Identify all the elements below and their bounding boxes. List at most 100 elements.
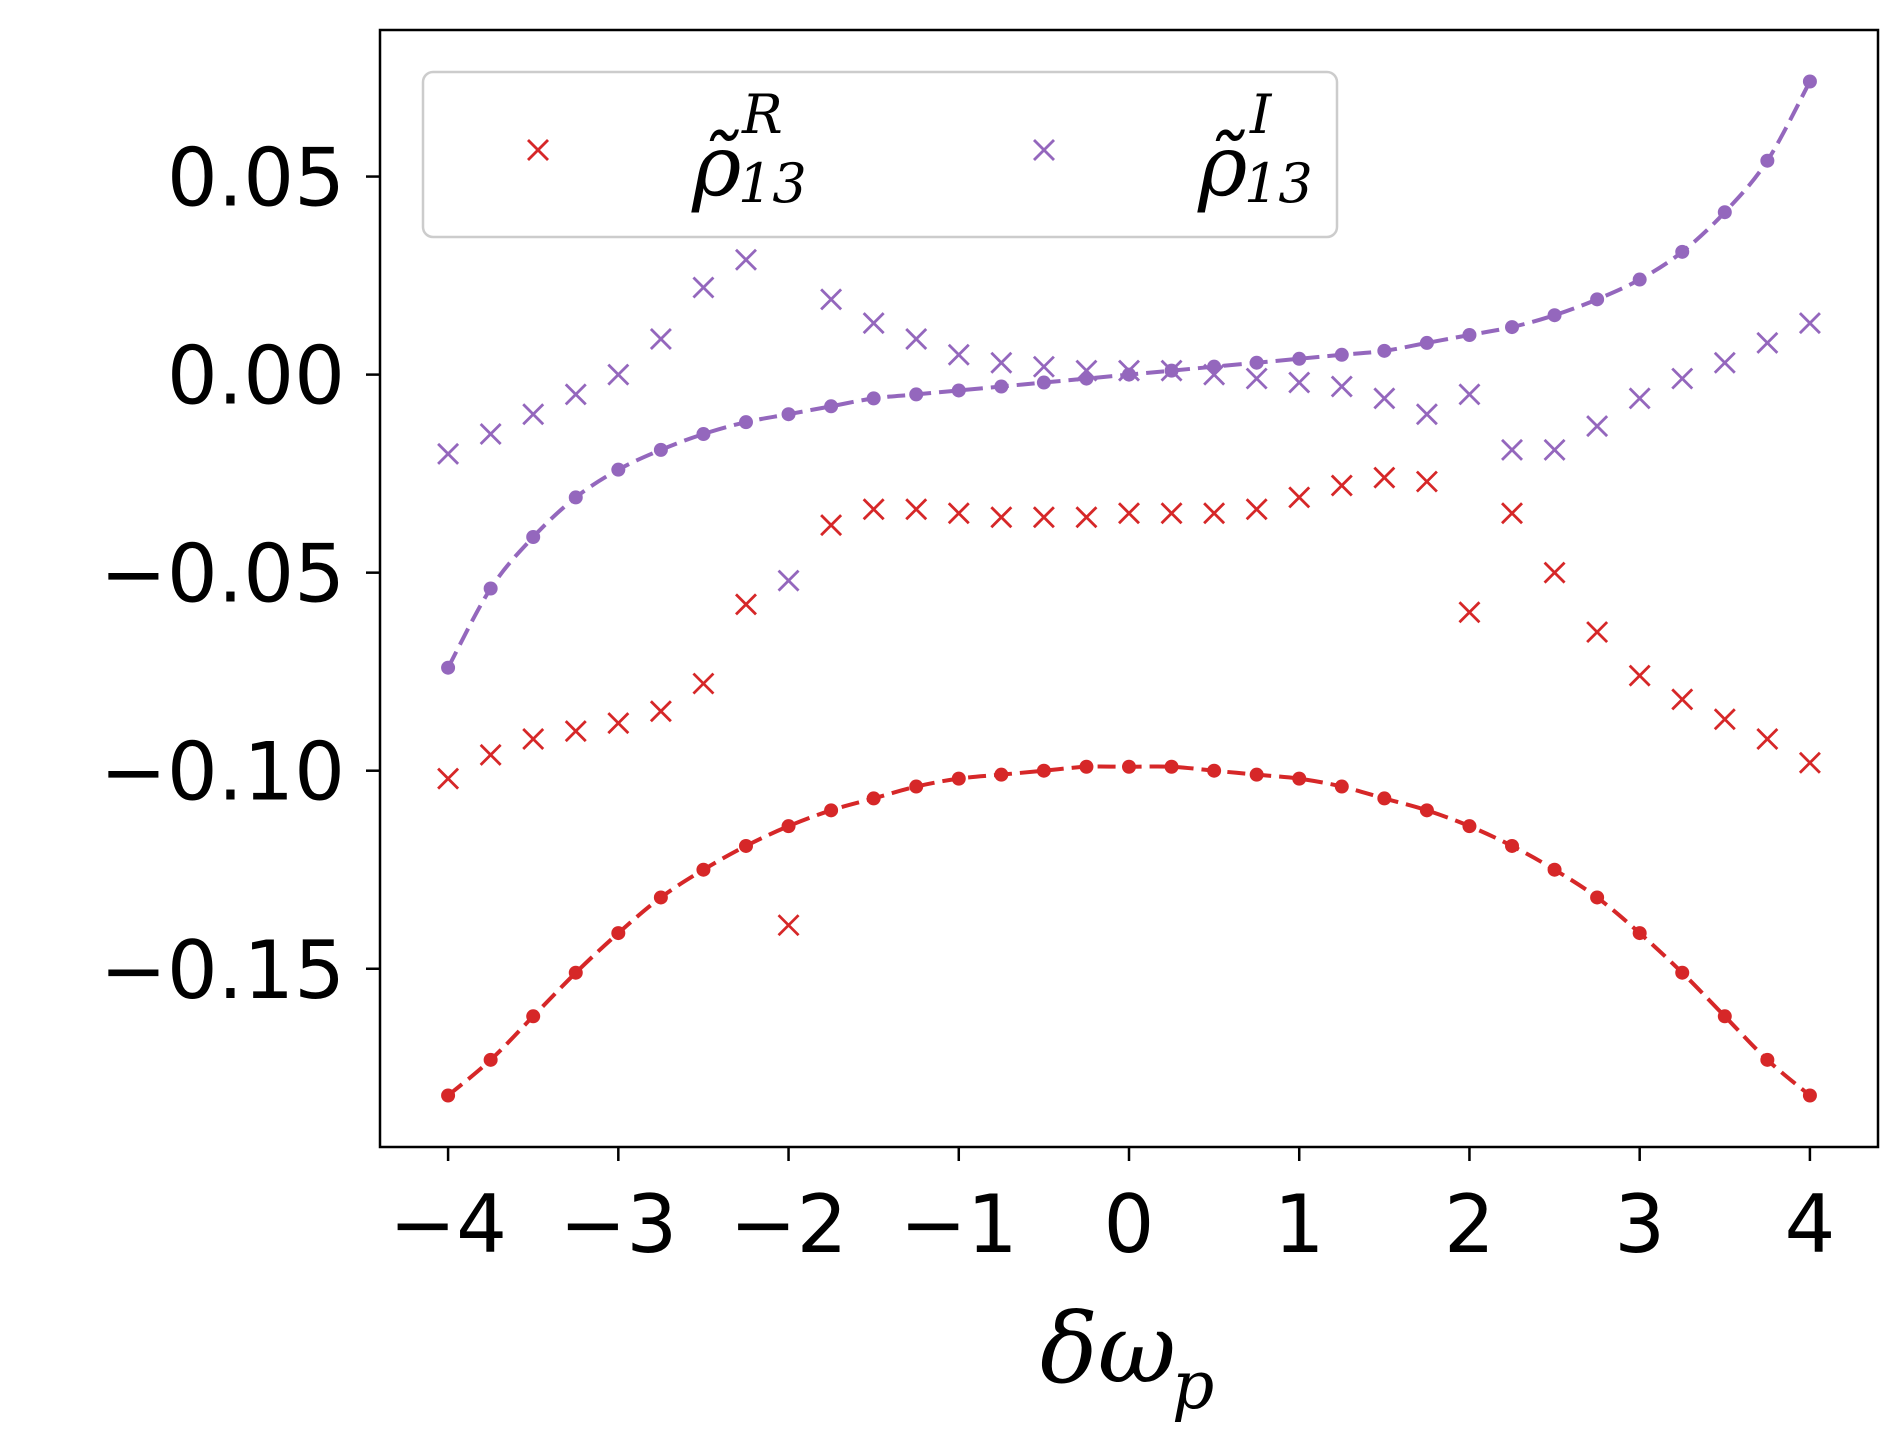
legend: ρ̃ 13 R ρ̃ 13 I [421, 70, 1339, 239]
x-marker-stroke-b [437, 442, 460, 465]
data-point-rho13_R_curve [611, 926, 626, 941]
x-marker-stroke-b [905, 498, 928, 521]
y-tick-label: 0.00 [167, 330, 345, 423]
markers-layer [437, 248, 1821, 937]
data-point-rho13_R_markers [1118, 502, 1140, 525]
data-point-rho13_R_markers [905, 498, 928, 521]
x-axis-ticks: −4 −3 −2 −1 0 1 2 3 4 [389, 1147, 1835, 1271]
x-tick-label: 3 [1614, 1178, 1665, 1271]
data-point-rho13_R_markers [1373, 466, 1396, 489]
data-point-rho13_R_curve [1122, 759, 1136, 774]
data-point-rho13_R_markers [1713, 708, 1736, 731]
x-marker-stroke-b [1075, 506, 1098, 529]
data-point-rho13_R_markers [1032, 506, 1055, 529]
data-point-rho13_R_curve [824, 803, 839, 818]
data-point-rho13_R_markers [479, 743, 502, 766]
x-marker-stroke-b [1245, 367, 1268, 390]
data-point-rho13_R_curve [1292, 771, 1307, 786]
data-point-rho13_I_curve [1462, 327, 1477, 342]
x-marker-stroke-b [1501, 438, 1524, 461]
x-marker-stroke-b [1373, 466, 1396, 489]
x-marker-stroke-b [564, 383, 587, 406]
x-marker-stroke-b [905, 327, 928, 350]
data-point-rho13_I_curve [696, 427, 711, 442]
x-marker-stroke-b [1373, 387, 1396, 410]
x-marker-stroke-b [1798, 312, 1821, 335]
data-point-rho13_I_markers [1288, 371, 1311, 394]
x-axis-label-main: δω [1040, 1293, 1176, 1405]
data-point-rho13_I_curve [1760, 153, 1775, 168]
data-point-rho13_I_curve [824, 399, 839, 414]
x-marker-stroke-b [1288, 371, 1311, 394]
data-point-rho13_I_curve [994, 379, 1009, 394]
y-tick-label: 0.05 [167, 132, 345, 225]
x-marker-stroke-b [1671, 367, 1694, 390]
data-point-rho13_I_curve [1590, 292, 1605, 307]
data-point-rho13_R_markers [1288, 486, 1311, 509]
data-point-rho13_R_curve [1547, 862, 1562, 877]
y-axis-ticks: 0.05 0.00 −0.05 −0.10 −0.15 [100, 132, 380, 1017]
data-point-rho13_R_curve [866, 791, 881, 806]
data-point-rho13_I_markers [777, 569, 800, 592]
x-marker-stroke-b [1032, 506, 1055, 529]
data-point-rho13_I_curve [1802, 74, 1817, 89]
x-marker-stroke-b [527, 139, 549, 161]
curves-layer [441, 74, 1817, 1103]
data-point-rho13_R_markers [862, 498, 885, 521]
data-point-rho13_R_curve [1377, 791, 1392, 806]
x-marker-stroke-b [1756, 331, 1779, 354]
data-point-rho13_R_markers [990, 506, 1013, 529]
x-marker-stroke-b [990, 351, 1013, 374]
x-marker-stroke-b [1075, 359, 1098, 382]
data-point-rho13_R_curve [1675, 965, 1690, 980]
data-point-rho13_R_curve [1760, 1052, 1775, 1067]
data-point-rho13_R_curve [1207, 763, 1222, 778]
data-point-rho13_R_curve [781, 819, 796, 834]
data-point-rho13_I_markers [1245, 367, 1268, 390]
data-point-rho13_R_curve [1419, 803, 1434, 818]
data-point-rho13_I_markers [692, 276, 715, 299]
data-point-rho13_R_curve [1505, 838, 1520, 853]
data-point-rho13_R_curve [951, 771, 966, 786]
x-marker-stroke-b [990, 506, 1013, 529]
data-point-rho13_I_markers [1118, 359, 1140, 382]
data-point-rho13_R_curve [526, 1009, 541, 1024]
data-point-rho13_I_markers [1713, 351, 1736, 374]
data-point-rho13_I_curve [1675, 244, 1690, 259]
x-marker-stroke-b [820, 514, 843, 537]
data-point-rho13_R_markers [1245, 498, 1268, 521]
data-point-rho13_R_curve [1334, 779, 1349, 794]
y-tick-label: −0.10 [100, 726, 345, 819]
data-point-rho13_I_markers [820, 288, 843, 311]
data-point-rho13_I_curve [1632, 272, 1647, 287]
x-tick-label: −1 [900, 1178, 1018, 1271]
x-marker-stroke-b [1033, 139, 1055, 161]
data-point-rho13_R_markers [1628, 664, 1651, 687]
data-point-rho13_R_markers [734, 593, 757, 616]
x-marker-stroke-b [479, 423, 502, 446]
data-point-rho13_R_curve [1079, 759, 1094, 774]
y-tick-label: −0.15 [100, 924, 345, 1017]
x-marker-stroke-b [607, 712, 630, 735]
x-marker-stroke-b [1713, 351, 1736, 374]
data-point-rho13_I_markers [607, 363, 630, 386]
x-marker-stroke-b [692, 672, 715, 695]
data-point-rho13_R_markers [947, 502, 970, 525]
x-marker-stroke-b [1458, 601, 1481, 624]
data-point-rho13_I_markers [522, 403, 545, 426]
x-marker-stroke-b [1458, 383, 1481, 406]
x-tick-label: 1 [1274, 1178, 1325, 1271]
data-point-rho13_R_markers [1586, 621, 1609, 644]
x-marker-stroke-b [1032, 355, 1055, 378]
data-point-rho13_I_markers [1032, 355, 1055, 378]
data-point-rho13_R_markers [1203, 502, 1226, 525]
data-point-rho13_R_markers [607, 712, 630, 735]
x-marker-stroke-b [1543, 561, 1566, 584]
data-point-rho13_R_curve [994, 767, 1009, 782]
data-point-rho13_I_markers [862, 312, 885, 335]
x-marker-stroke-b [1118, 359, 1140, 382]
legend-label-r-base: ρ̃ [691, 117, 741, 215]
x-tick-label: 0 [1104, 1178, 1155, 1271]
data-point-rho13_I_curve [1292, 351, 1307, 366]
data-point-rho13_I_markers [1628, 387, 1651, 410]
